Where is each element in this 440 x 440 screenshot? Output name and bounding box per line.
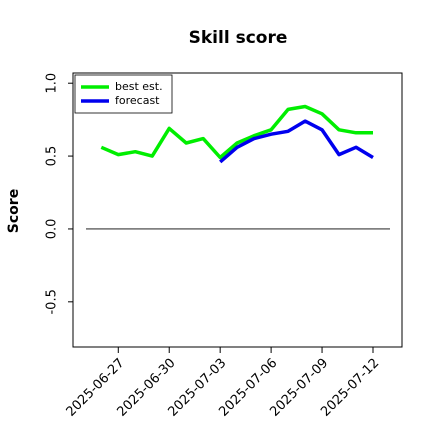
legend-box [74, 74, 173, 114]
y-tick-label: 0.0 [45, 219, 60, 240]
plot-frame [72, 72, 403, 348]
legend-label: best est. [115, 80, 163, 93]
y-tick-label: 1.0 [45, 73, 60, 94]
chart-title: Skill score [189, 28, 288, 48]
legend-label: forecast [115, 94, 160, 107]
y-tick-label: -0.5 [45, 289, 60, 314]
series-line [219, 119, 374, 164]
y-axis-label: Score [6, 189, 22, 233]
series-line [100, 104, 373, 160]
y-tick-label: 0.5 [45, 146, 60, 167]
